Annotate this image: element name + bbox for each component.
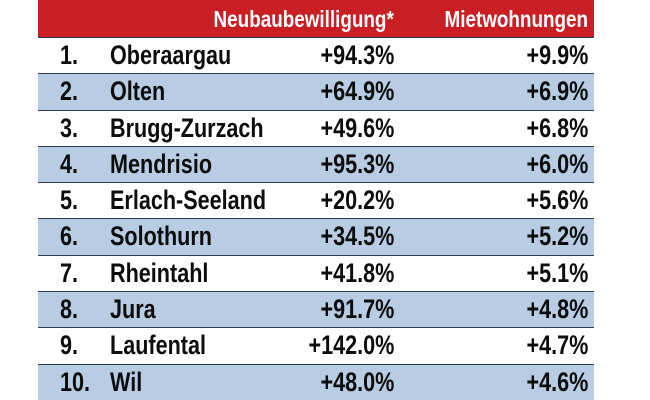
- row-region: Oberaargau: [110, 40, 232, 70]
- row-miet-value: +6.0%: [526, 148, 588, 179]
- row-neubau-value: +142.0%: [308, 330, 394, 361]
- row-neubau-value: +49.6%: [320, 112, 394, 143]
- table-row: 8. Jura +91.7% +4.8%: [38, 291, 594, 328]
- header-neubaubewilligung: Neubaubewilligung*: [213, 6, 394, 32]
- row-region: Laufental: [110, 330, 207, 361]
- table-row: 2. Olten +64.9% +6.9%: [38, 73, 594, 110]
- table-header: Neubaubewilligung* Mietwohnungen: [38, 0, 594, 37]
- row-miet-value: +4.6%: [526, 366, 588, 397]
- row-rank: 9.: [60, 330, 79, 361]
- row-miet-value: +5.1%: [526, 257, 588, 288]
- table-row: 5. Erlach-Seeland +20.2% +5.6%: [38, 182, 594, 219]
- row-rank: 7.: [60, 257, 79, 288]
- table-row: 3. Brugg-Zurzach +49.6% +6.8%: [38, 109, 594, 146]
- row-neubau-value: +20.2%: [320, 185, 394, 216]
- row-neubau-value: +95.3%: [320, 148, 394, 179]
- row-region: Jura: [110, 294, 156, 325]
- row-miet-value: +4.7%: [526, 330, 588, 361]
- row-region: Erlach-Seeland: [110, 185, 267, 216]
- row-neubau-value: +41.8%: [320, 257, 394, 288]
- row-region: Rheintahl: [110, 257, 209, 288]
- row-rank: 5.: [60, 185, 79, 216]
- row-rank: 3.: [60, 112, 79, 143]
- row-region: Olten: [110, 76, 166, 107]
- row-miet-value: +5.2%: [526, 221, 588, 252]
- row-miet-value: +6.9%: [526, 76, 588, 107]
- table-row: 6. Solothurn +34.5% +5.2%: [38, 218, 594, 255]
- row-rank: 10.: [60, 366, 91, 397]
- row-neubau-value: +34.5%: [320, 221, 394, 252]
- table-row: 9. Laufental +142.0% +4.7%: [38, 327, 594, 364]
- row-rank: 6.: [60, 221, 79, 252]
- header-mietwohnungen: Mietwohnungen: [444, 6, 588, 32]
- row-rank: 1.: [60, 40, 79, 70]
- row-region: Wil: [110, 366, 143, 397]
- table-row: 4. Mendrisio +95.3% +6.0%: [38, 145, 594, 183]
- row-rank: 4.: [60, 148, 79, 179]
- row-miet-value: +6.8%: [526, 112, 588, 143]
- row-miet-value: +4.8%: [526, 294, 588, 325]
- row-miet-value: +5.6%: [526, 185, 588, 216]
- row-neubau-value: +48.0%: [320, 366, 394, 397]
- row-rank: 8.: [60, 294, 79, 325]
- table-row: 1. Oberaargau +94.3% +9.9%: [38, 37, 594, 74]
- table-row: 10. Wil +48.0% +4.6%: [38, 363, 594, 400]
- row-region: Solothurn: [110, 221, 212, 252]
- row-region: Mendrisio: [110, 148, 213, 179]
- row-rank: 2.: [60, 76, 79, 107]
- row-neubau-value: +91.7%: [320, 294, 394, 325]
- row-neubau-value: +94.3%: [320, 40, 394, 70]
- row-neubau-value: +64.9%: [320, 76, 394, 107]
- row-region: Brugg-Zurzach: [110, 112, 264, 143]
- table-row: 7. Rheintahl +41.8% +5.1%: [38, 254, 594, 292]
- row-miet-value: +9.9%: [526, 40, 588, 70]
- ranking-table: Neubaubewilligung* Mietwohnungen 1. Ober…: [38, 0, 594, 400]
